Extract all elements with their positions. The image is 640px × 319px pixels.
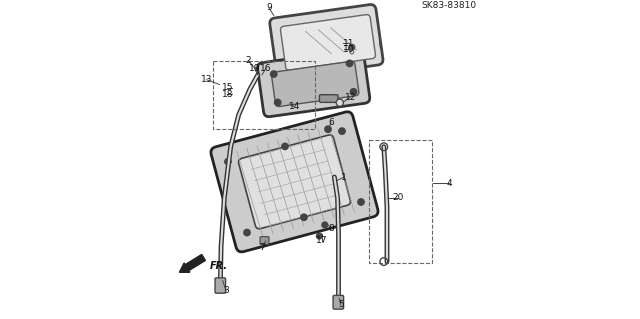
Text: 15: 15 <box>221 83 233 92</box>
Text: 9: 9 <box>266 4 272 12</box>
FancyBboxPatch shape <box>333 295 344 309</box>
Circle shape <box>339 128 345 134</box>
FancyBboxPatch shape <box>270 4 383 78</box>
Circle shape <box>225 159 231 165</box>
Circle shape <box>317 233 322 239</box>
Circle shape <box>346 60 353 67</box>
Bar <box>369 140 431 263</box>
Text: 7: 7 <box>260 243 266 252</box>
Text: 18: 18 <box>221 90 233 99</box>
Text: FR.: FR. <box>210 261 228 271</box>
Text: 4: 4 <box>446 179 452 188</box>
Text: 5: 5 <box>338 300 344 309</box>
Text: 6: 6 <box>328 118 334 127</box>
Circle shape <box>350 89 356 95</box>
Text: 11: 11 <box>343 39 355 48</box>
FancyBboxPatch shape <box>260 237 269 244</box>
FancyBboxPatch shape <box>271 61 359 107</box>
Circle shape <box>349 44 355 50</box>
FancyBboxPatch shape <box>257 49 370 117</box>
Text: 16: 16 <box>260 64 271 73</box>
FancyBboxPatch shape <box>319 95 338 102</box>
FancyBboxPatch shape <box>211 112 378 252</box>
Circle shape <box>322 222 328 228</box>
Circle shape <box>324 126 331 132</box>
Text: SK83-83810: SK83-83810 <box>421 1 476 10</box>
FancyBboxPatch shape <box>280 15 376 70</box>
Text: 19: 19 <box>249 64 260 73</box>
Circle shape <box>282 143 288 150</box>
Text: 20: 20 <box>392 193 404 202</box>
FancyBboxPatch shape <box>215 278 225 293</box>
Text: 1: 1 <box>341 173 347 182</box>
Text: 14: 14 <box>289 102 300 111</box>
Circle shape <box>337 100 342 105</box>
Text: 12: 12 <box>344 93 356 102</box>
Text: 3: 3 <box>223 286 228 295</box>
FancyBboxPatch shape <box>239 135 351 229</box>
Text: 17: 17 <box>316 236 327 245</box>
Circle shape <box>301 214 307 220</box>
Circle shape <box>244 229 250 236</box>
Circle shape <box>275 99 281 106</box>
FancyArrow shape <box>179 255 205 272</box>
Bar <box>213 61 316 129</box>
Text: 2: 2 <box>245 56 251 65</box>
Text: 13: 13 <box>201 75 212 84</box>
Circle shape <box>358 199 364 205</box>
Circle shape <box>336 99 343 106</box>
Text: 8: 8 <box>328 224 334 233</box>
Text: 10: 10 <box>343 45 355 54</box>
Circle shape <box>271 71 277 77</box>
